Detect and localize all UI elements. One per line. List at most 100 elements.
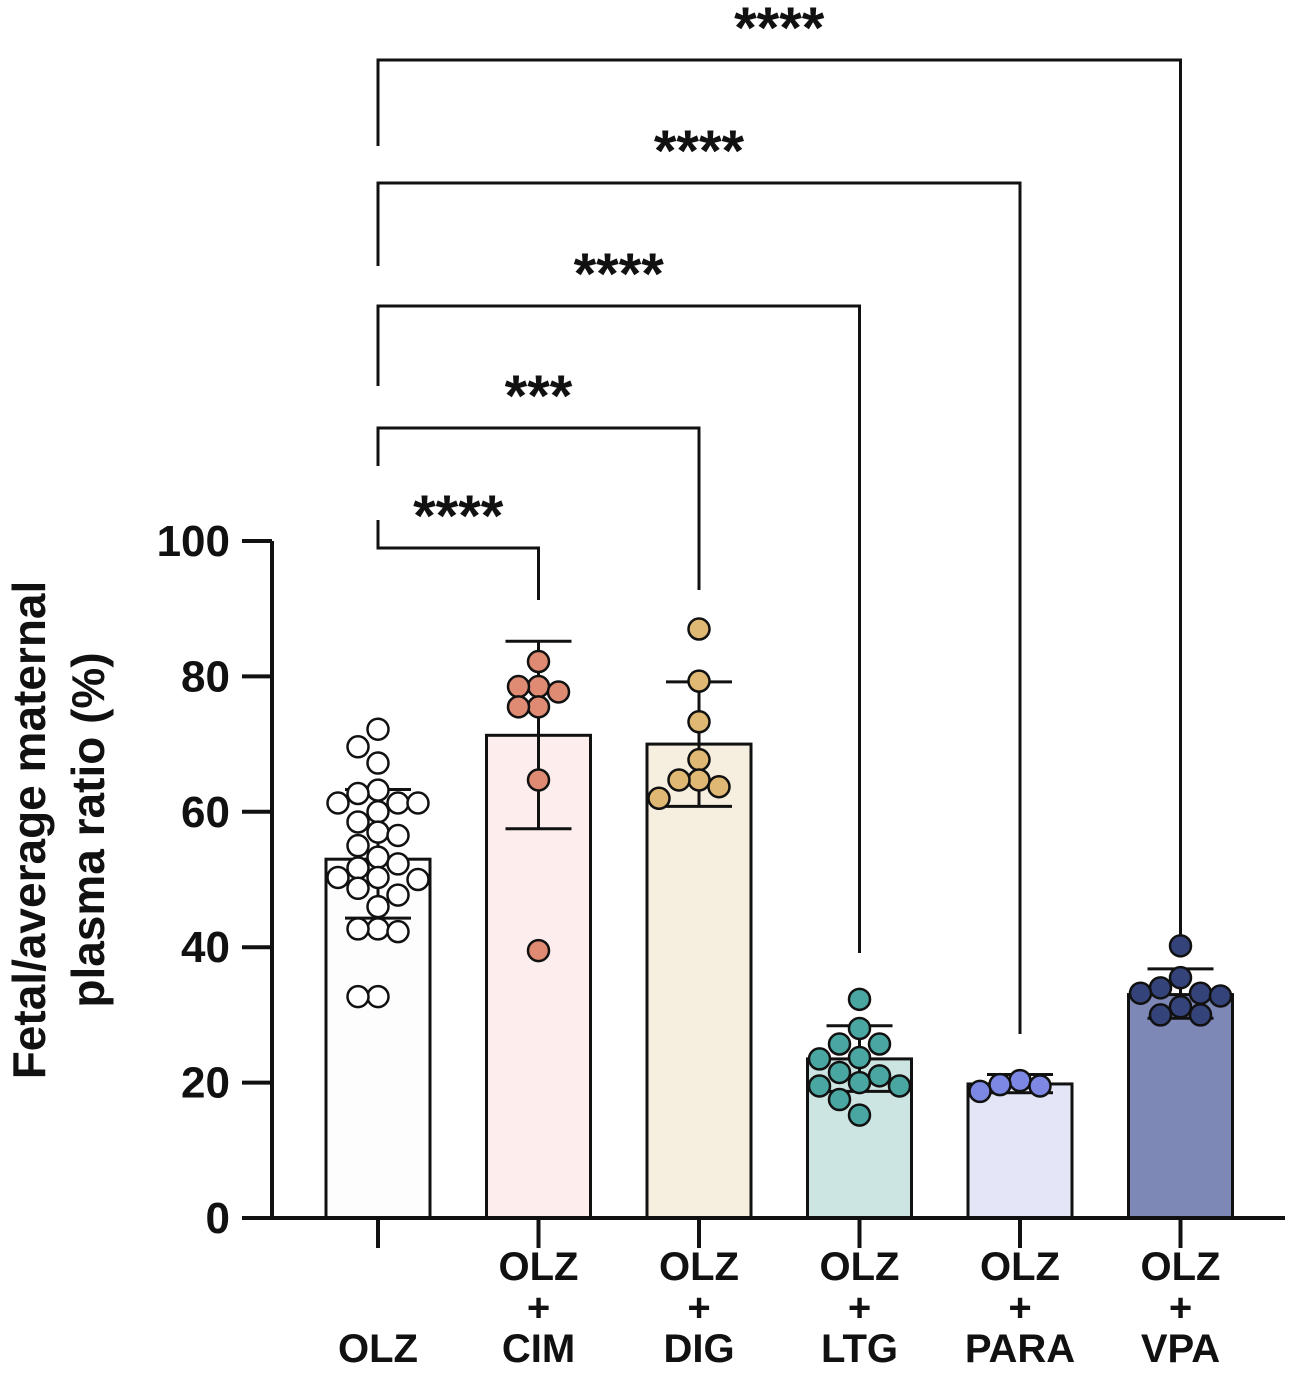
bars xyxy=(324,733,1234,1220)
data-point xyxy=(506,695,531,719)
data-point xyxy=(687,768,711,792)
data-point xyxy=(346,876,370,901)
data-point xyxy=(406,791,430,815)
y-tick-label: 0 xyxy=(206,1194,230,1243)
error-bars xyxy=(345,639,1214,1095)
data-point xyxy=(827,1032,852,1056)
significance-label: **** xyxy=(574,242,665,307)
significance-bracket xyxy=(376,520,540,600)
data-point xyxy=(687,747,711,772)
y-axis-label-line: plasma ratio (%) xyxy=(62,652,114,1007)
x-category-label: LTG xyxy=(821,1327,898,1371)
data-point xyxy=(847,1045,872,1070)
data-point xyxy=(366,820,390,844)
y-tick-label: 20 xyxy=(181,1059,230,1108)
data-point xyxy=(526,695,551,719)
x-category-label: + xyxy=(687,1286,710,1330)
data-point xyxy=(687,669,711,693)
data-point xyxy=(526,938,551,963)
data-point xyxy=(386,823,410,848)
x-category-label: OLZ xyxy=(820,1245,900,1289)
x-category-label: + xyxy=(848,1286,871,1330)
data-point xyxy=(366,845,390,869)
data-point xyxy=(546,680,571,704)
data-point xyxy=(807,1047,832,1071)
data-point xyxy=(847,1103,872,1127)
significance-label: *** xyxy=(505,364,573,429)
data-point xyxy=(827,1060,852,1085)
data-point xyxy=(847,1070,872,1095)
data-point xyxy=(807,1074,832,1098)
data-point xyxy=(526,649,551,674)
data-point xyxy=(366,894,390,919)
data-point xyxy=(1168,965,1193,990)
data-point xyxy=(1008,1068,1032,1093)
significance-label: **** xyxy=(413,484,504,549)
data-point xyxy=(667,768,691,792)
data-point xyxy=(346,781,370,806)
data-point xyxy=(1148,1003,1173,1027)
data-point xyxy=(346,735,370,759)
data-point xyxy=(1188,981,1213,1005)
data-point xyxy=(1188,1003,1213,1027)
data-point xyxy=(1128,981,1153,1005)
data-point xyxy=(847,1016,872,1041)
significance-bracket xyxy=(376,58,1182,935)
x-category-label: + xyxy=(1008,1286,1031,1330)
x-category-label: CIM xyxy=(502,1327,575,1371)
y-axis-ticks: 0 20 40 60 80 100 xyxy=(157,517,272,1243)
data-point xyxy=(1028,1074,1052,1098)
data-point xyxy=(346,833,370,858)
data-point xyxy=(366,751,390,775)
y-tick-label: 80 xyxy=(181,652,230,701)
data-point xyxy=(326,791,350,815)
y-axis-title: Fetal/average maternal plasma ratio (%) xyxy=(3,581,114,1080)
x-category-label: DIG xyxy=(663,1327,734,1371)
data-point xyxy=(526,674,551,699)
y-tick-label: 100 xyxy=(157,517,230,566)
x-category-label: + xyxy=(527,1286,550,1330)
data-point xyxy=(386,791,410,815)
data-point xyxy=(366,984,390,1009)
x-category-label: OLZ xyxy=(1141,1245,1221,1289)
data-point xyxy=(366,917,390,941)
data-point xyxy=(707,775,731,799)
data-point xyxy=(1148,976,1173,1000)
x-category-label: OLZ xyxy=(980,1245,1060,1289)
data-point xyxy=(386,919,410,944)
significance-bracket xyxy=(376,426,701,590)
data-point xyxy=(346,984,370,1009)
significance-bracket xyxy=(376,304,861,953)
data-point xyxy=(847,987,872,1012)
data-point xyxy=(1168,995,1193,1019)
axes xyxy=(270,541,1285,1248)
x-category-label: + xyxy=(1169,1286,1192,1330)
x-category-label: OLZ xyxy=(499,1245,579,1289)
data-point xyxy=(827,1087,852,1112)
y-tick-label: 60 xyxy=(181,788,230,837)
data-point xyxy=(366,865,390,890)
data-point xyxy=(326,865,350,890)
y-axis-label-line: Fetal/average maternal xyxy=(3,581,55,1080)
data-point xyxy=(687,710,711,734)
data-point xyxy=(867,1032,892,1056)
data-point xyxy=(366,717,390,741)
data-point xyxy=(346,856,370,880)
data-point xyxy=(366,800,390,824)
x-category-label: PARA xyxy=(965,1327,1075,1371)
data-point xyxy=(687,617,711,641)
data-point xyxy=(346,917,370,941)
data-point xyxy=(887,1074,912,1098)
significance-label: **** xyxy=(734,0,825,61)
x-category-label: OLZ xyxy=(659,1245,739,1289)
data-point xyxy=(867,1064,892,1088)
data-point xyxy=(1168,934,1193,958)
data-point xyxy=(1208,984,1233,1008)
significance-brackets: ******************* xyxy=(376,0,1182,1034)
data-point xyxy=(386,852,410,876)
bar xyxy=(645,742,753,1220)
data-point xyxy=(526,768,551,792)
y-tick-label: 40 xyxy=(181,923,230,972)
